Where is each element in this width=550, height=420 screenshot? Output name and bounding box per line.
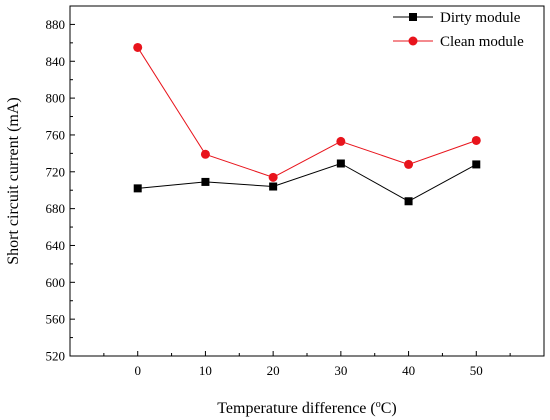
plot-frame xyxy=(69,5,545,357)
x-axis-title-end: C) xyxy=(381,400,397,417)
y-tick-label: 560 xyxy=(46,312,66,327)
x-axis-title-main: Temperature difference ( xyxy=(217,400,375,417)
y-tick-label: 760 xyxy=(46,127,66,142)
data-point-dirty xyxy=(336,159,345,168)
data-point-clean xyxy=(471,135,481,145)
x-tick-label: 0 xyxy=(134,363,141,378)
data-point-dirty xyxy=(201,177,210,186)
data-point-clean xyxy=(200,149,210,159)
x-tick-label: 50 xyxy=(470,363,483,378)
x-tick-label: 20 xyxy=(267,363,280,378)
y-tick-label: 800 xyxy=(46,91,66,106)
y-tick-label: 600 xyxy=(46,275,66,290)
plot-area-border xyxy=(69,5,545,357)
y-tick-label: 840 xyxy=(46,54,66,69)
y-tick-label: 640 xyxy=(46,238,66,253)
legend-label-dirty: Dirty module xyxy=(440,10,521,26)
data-point-clean xyxy=(404,159,414,169)
data-point-dirty xyxy=(404,197,413,206)
series-layer xyxy=(133,42,481,206)
data-point-dirty xyxy=(269,182,278,191)
legend-marker-dirty xyxy=(409,13,417,21)
legend-marker-clean xyxy=(408,36,418,46)
y-tick-label: 880 xyxy=(46,17,66,32)
x-axis-title: Temperature difference (oC) xyxy=(217,399,396,417)
series-line-clean xyxy=(137,47,477,178)
data-point-clean xyxy=(336,136,346,146)
y-tick-label: 520 xyxy=(46,349,66,364)
legend: Dirty module Clean module xyxy=(393,10,524,50)
y-axis: 520 560 600 640 680 720 760 800 840 880 xyxy=(46,17,75,364)
legend-label-clean: Clean module xyxy=(440,34,524,50)
x-axis: 0 10 20 30 40 50 xyxy=(103,351,511,378)
data-point-dirty xyxy=(472,160,481,169)
x-axis-title-superscript: o xyxy=(376,399,381,410)
y-tick-label: 720 xyxy=(46,164,66,179)
y-tick-label: 680 xyxy=(46,201,66,216)
x-tick-label: 10 xyxy=(199,363,212,378)
data-point-clean xyxy=(133,42,143,52)
series-line-dirty xyxy=(137,162,477,202)
legend-item-dirty: Dirty module xyxy=(393,10,521,26)
legend-item-clean: Clean module xyxy=(393,34,524,50)
data-point-clean xyxy=(268,172,278,182)
y-axis-title: Short circuit current (mA) xyxy=(5,97,22,265)
data-point-dirty xyxy=(133,184,142,193)
x-tick-label: 40 xyxy=(402,363,415,378)
x-tick-label: 30 xyxy=(334,363,347,378)
